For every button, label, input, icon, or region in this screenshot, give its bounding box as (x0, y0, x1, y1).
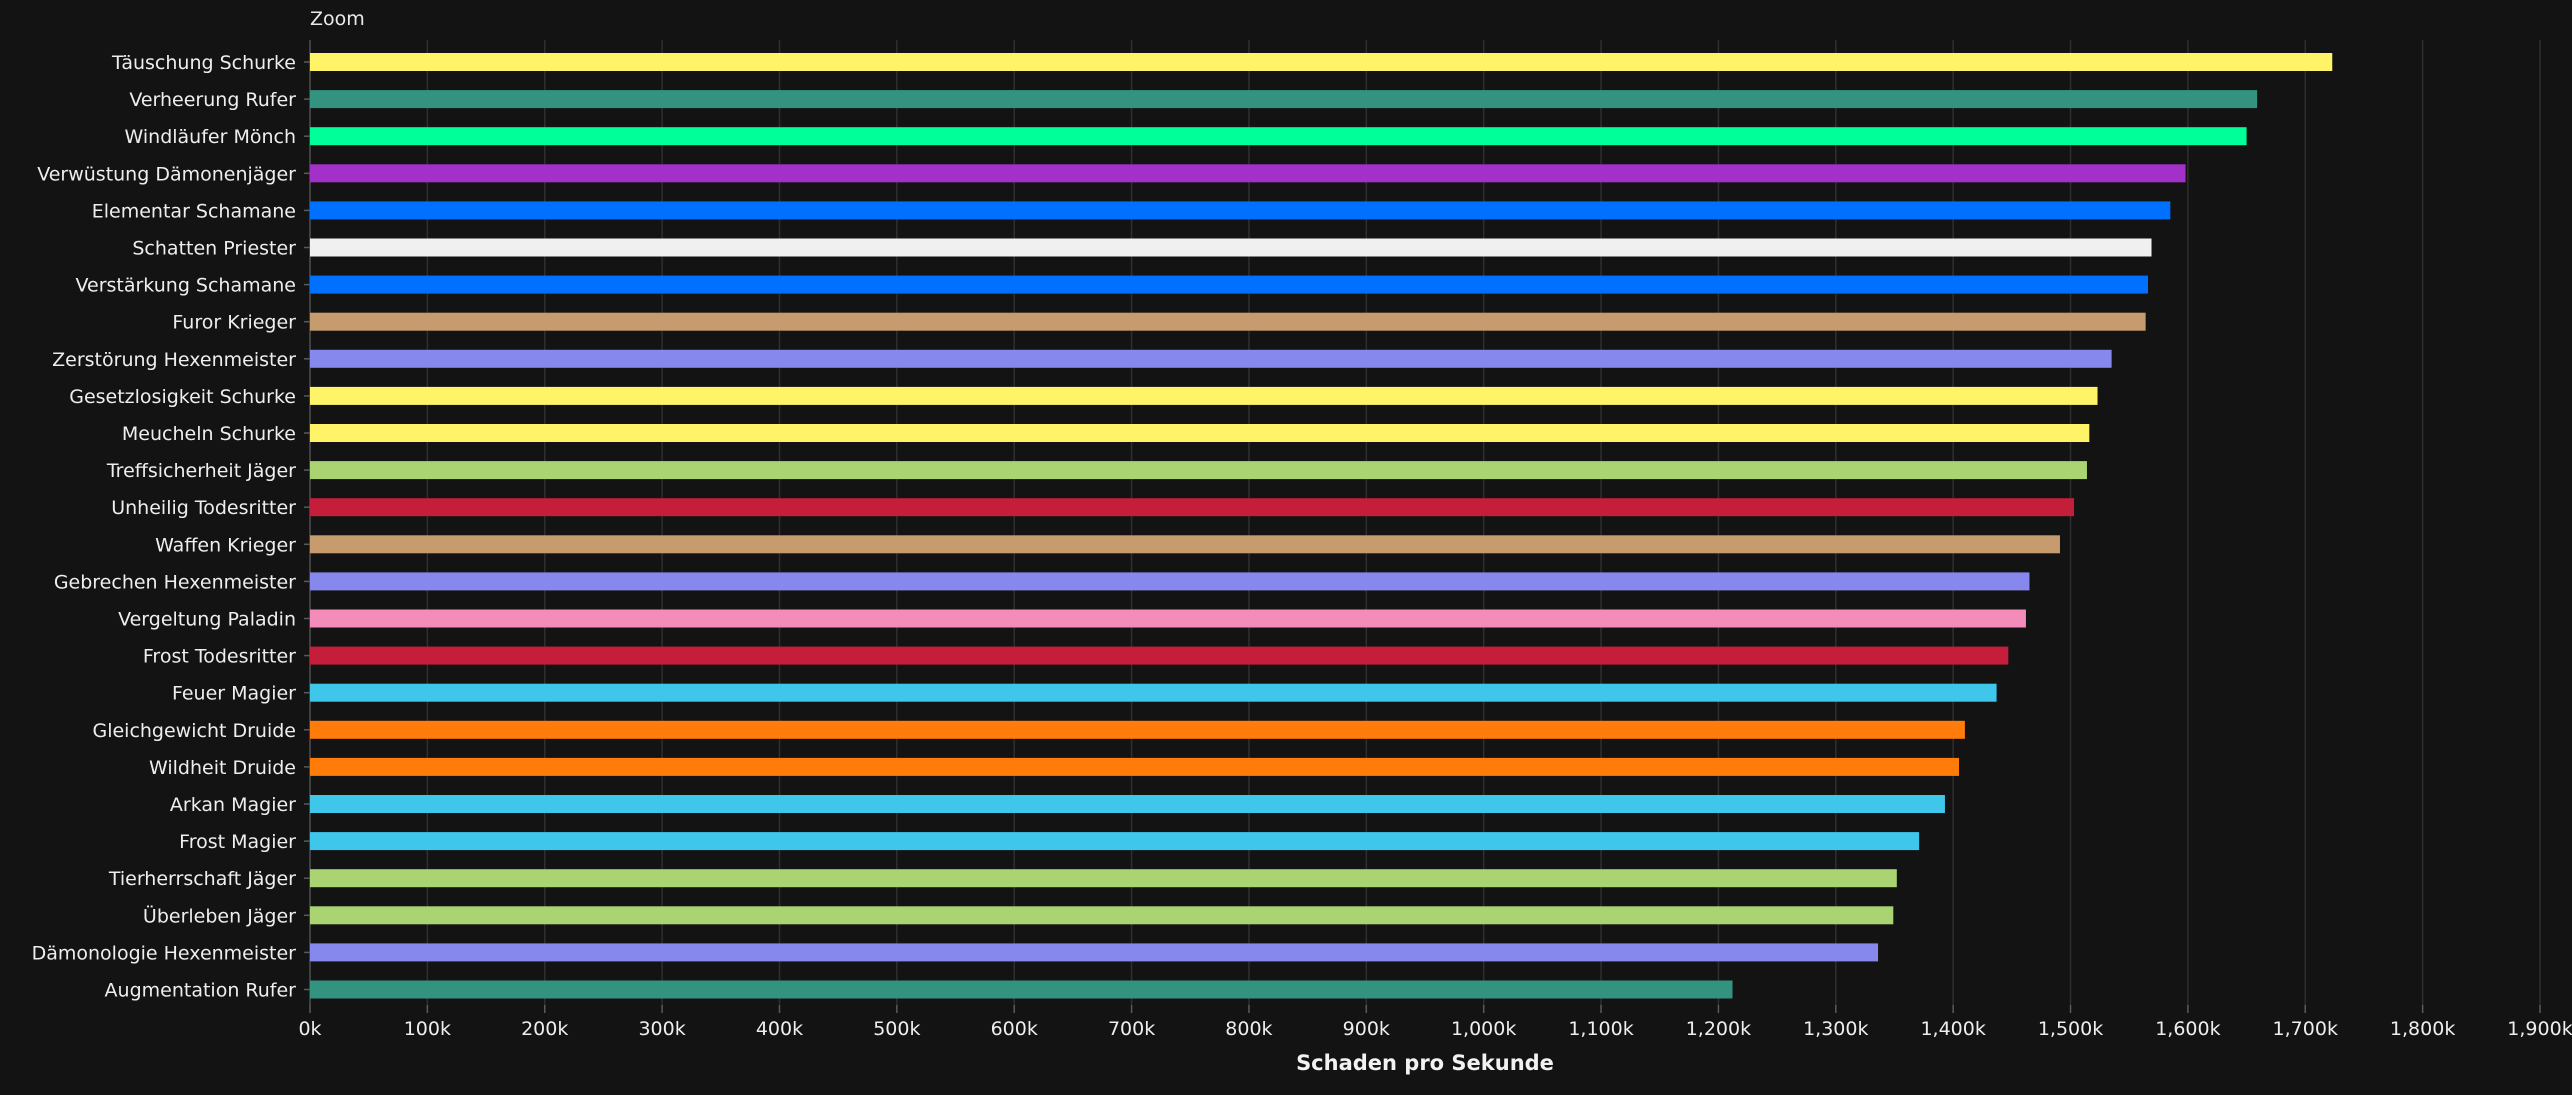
x-axis-ticks: 0k 100k 200k 300k 400k 500k 600k 700k 800k 900k 1,… (298, 61, 2572, 1040)
x-tick-label: 1,000k (1451, 1018, 1516, 1040)
category-label: Zerstörung Hexenmeister (52, 349, 296, 371)
category-label: Feuer Magier (172, 683, 296, 705)
category-label: Augmentation Rufer (105, 980, 297, 1002)
x-tick-label: 1,800k (2390, 1018, 2455, 1040)
x-tick-label: 0k (298, 1018, 321, 1040)
bar (310, 609, 2026, 628)
x-tick-label: 1,200k (1686, 1018, 1751, 1040)
x-tick-label: 1,500k (2038, 1018, 2103, 1040)
x-tick-label: 500k (873, 1018, 920, 1040)
bar (310, 53, 2333, 71)
x-tick-label: 800k (1225, 1018, 1272, 1040)
bar (310, 943, 1879, 962)
x-tick-label: 100k (404, 1018, 451, 1040)
x-tick-label: 900k (1343, 1018, 1390, 1040)
bar (310, 349, 2112, 368)
x-tick-label: 700k (1108, 1018, 1155, 1040)
x-tick-label: 400k (756, 1018, 803, 1040)
bar (310, 720, 1965, 739)
bar (310, 424, 2090, 442)
bar (310, 795, 1945, 813)
category-label: Furor Krieger (172, 312, 296, 334)
bar (310, 498, 2075, 517)
bar (310, 90, 2258, 109)
bar (310, 386, 2098, 405)
category-label: Schatten Priester (132, 238, 296, 260)
category-label: Gebrechen Hexenmeister (54, 571, 296, 593)
category-label: Verstärkung Schamane (75, 275, 296, 297)
category-label: Vergeltung Paladin (118, 609, 296, 631)
x-tick-label: 1,900k (2507, 1018, 2572, 1040)
bar (310, 312, 2146, 331)
category-label: Gleichgewicht Druide (92, 720, 296, 742)
category-label: Frost Todesritter (143, 646, 296, 668)
bar (310, 683, 1997, 702)
category-label: Arkan Magier (170, 794, 296, 816)
category-label: Dämonologie Hexenmeister (32, 942, 297, 964)
bar (310, 201, 2171, 220)
bar (310, 906, 1894, 925)
category-label: Verwüstung Dämonenjäger (37, 163, 296, 185)
bar (310, 275, 2148, 294)
category-label: Treffsicherheit Jäger (106, 460, 296, 482)
zoom-button[interactable]: Zoom (310, 8, 365, 30)
bar (310, 127, 2247, 146)
category-label: Unheilig Todesritter (111, 497, 296, 519)
x-tick-label: 600k (991, 1018, 1038, 1040)
category-label: Verheerung Rufer (129, 89, 296, 111)
x-tick-label: 200k (521, 1018, 568, 1040)
bar (310, 980, 1733, 999)
x-axis-title: Schaden pro Sekunde (1296, 1051, 1554, 1075)
category-label: Elementar Schamane (92, 200, 296, 222)
category-label: Meucheln Schurke (122, 423, 296, 445)
x-tick-label: 300k (638, 1018, 685, 1040)
category-label: Gesetzlosigkeit Schurke (69, 386, 296, 408)
bar (310, 646, 2009, 665)
bar (310, 238, 2152, 257)
x-tick-label: 1,700k (2273, 1018, 2338, 1040)
bar (310, 461, 2087, 480)
bar (310, 164, 2186, 183)
bar (310, 572, 2030, 591)
bar (310, 535, 2060, 554)
category-label: Wildheit Druide (149, 757, 296, 779)
bars (310, 53, 2333, 999)
category-label: Tierherrschaft Jäger (108, 868, 296, 890)
bar (310, 757, 1960, 776)
x-tick-label: 1,100k (1568, 1018, 1633, 1040)
bar (310, 869, 1897, 888)
category-label: Täuschung Schurke (111, 52, 296, 74)
x-tick-label: 1,300k (1803, 1018, 1868, 1040)
x-tick-label: 1,400k (1920, 1018, 1985, 1040)
category-label: Überleben Jäger (143, 904, 296, 927)
category-label: Waffen Krieger (155, 534, 296, 556)
x-tick-label: 1,600k (2155, 1018, 2220, 1040)
bar (310, 832, 1920, 851)
category-label: Frost Magier (179, 831, 296, 853)
category-label: Windläufer Mönch (125, 126, 297, 148)
category-labels: Täuschung Schurke Verheerung Rufer Windläu… (32, 52, 297, 1002)
